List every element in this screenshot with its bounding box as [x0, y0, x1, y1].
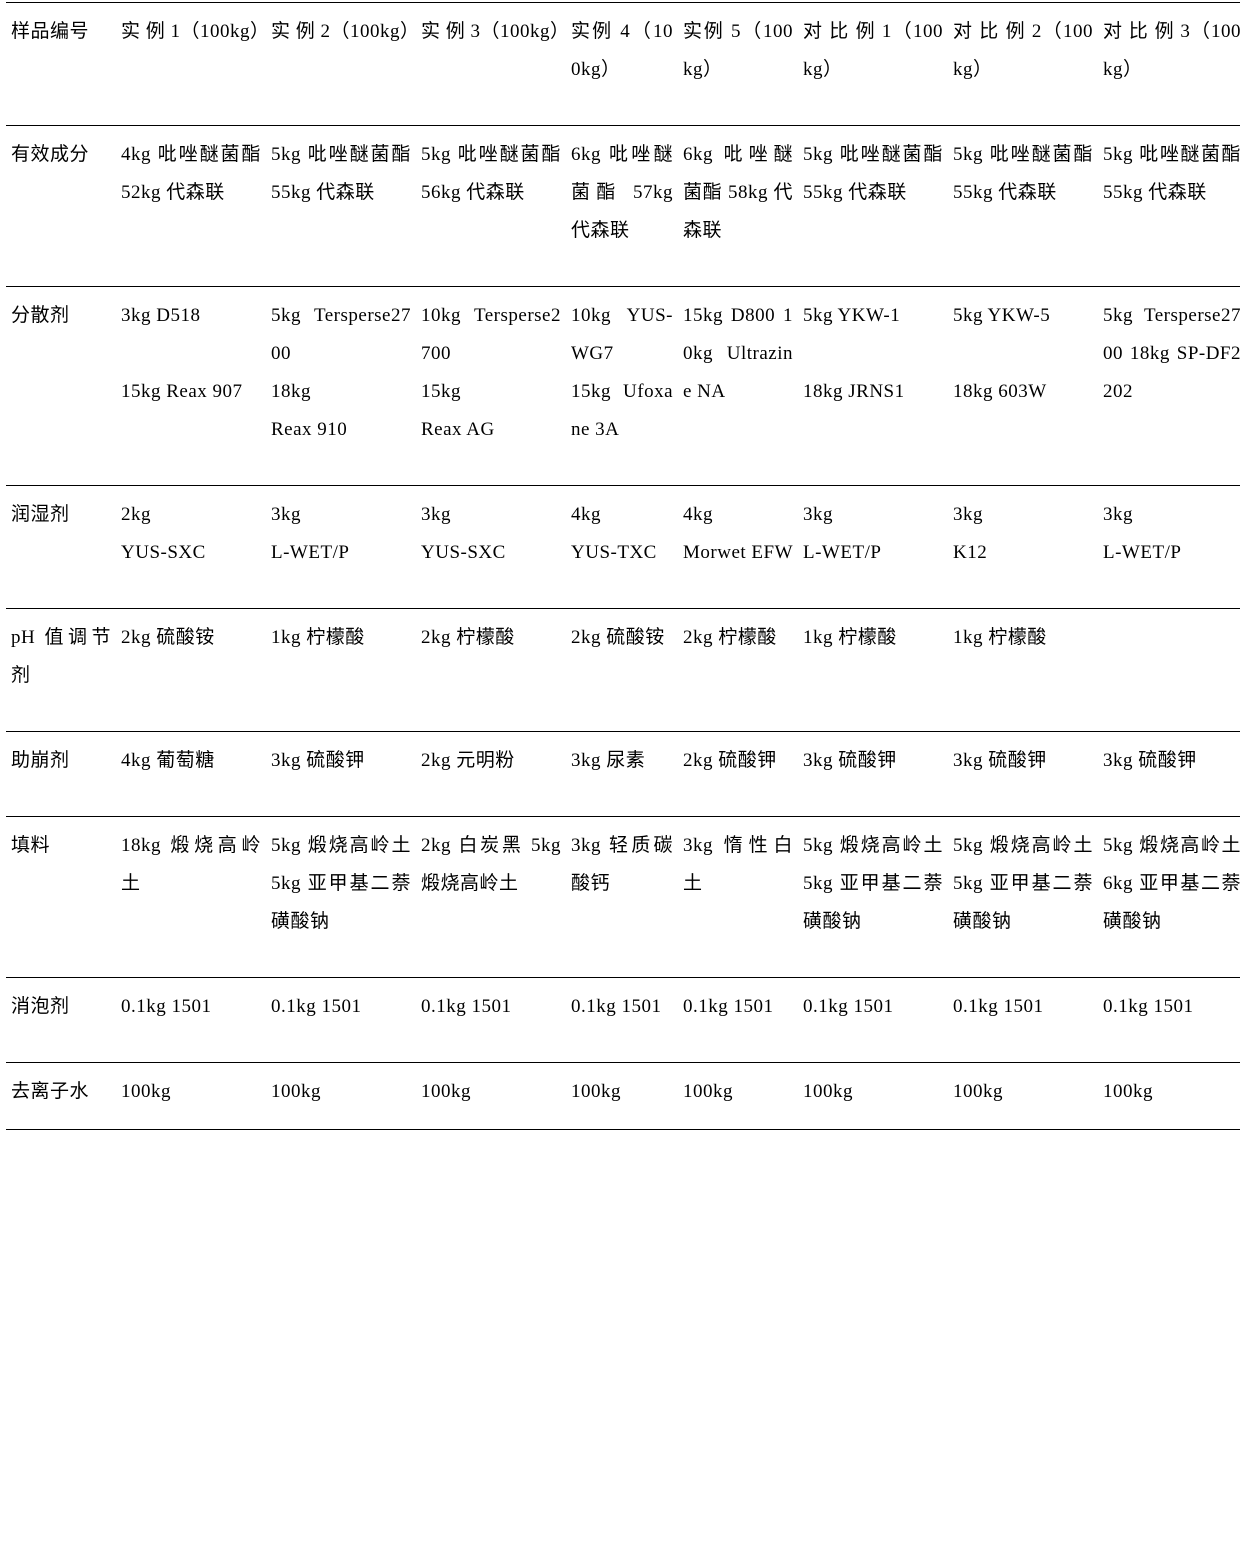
cell: 2kg 硫酸钾: [678, 732, 798, 817]
cell: 5kg 煅烧高岭土 5kg 亚甲基二萘磺酸钠: [948, 817, 1098, 978]
header-col-5: 实例 5（100kg）: [678, 3, 798, 126]
page-container: 样品编号 实 例 1（100kg） 实 例 2（100kg） 实 例 3（100…: [0, 0, 1240, 1553]
row-label: 助崩剂: [6, 732, 116, 817]
header-row-label: 样品编号: [6, 3, 116, 126]
header-col-8: 对 比 例 3（100kg）: [1098, 3, 1240, 126]
row-label: 分散剂: [6, 287, 116, 486]
cell: 100kg: [266, 1063, 416, 1130]
table-row: 分散剂 3kg D51815kg Reax 907 5kg Tersperse2…: [6, 287, 1240, 486]
cell: 5kg 吡唑醚菌酯 56kg 代森联: [416, 126, 566, 287]
cell: 3kg D51815kg Reax 907: [116, 287, 266, 486]
cell: 0.1kg 1501: [416, 978, 566, 1063]
table-row: 有效成分 4kg 吡唑醚菌酯 52kg 代森联 5kg 吡唑醚菌酯 55kg 代…: [6, 126, 1240, 287]
cell: 6kg 吡唑醚菌酯 58kg 代森联: [678, 126, 798, 287]
cell: 3kg 轻质碳酸钙: [566, 817, 678, 978]
row-label: pH 值调节剂: [6, 609, 116, 732]
cell: 0.1kg 1501: [1098, 978, 1240, 1063]
header-col-4: 实例 4（100kg）: [566, 3, 678, 126]
cell: 0.1kg 1501: [566, 978, 678, 1063]
cell: 100kg: [416, 1063, 566, 1130]
cell: 5kg Tersperse270018kgReax 910: [266, 287, 416, 486]
cell: 1kg 柠檬酸: [266, 609, 416, 732]
cell: 100kg: [116, 1063, 266, 1130]
cell: 5kg 吡唑醚菌酯 55kg 代森联: [266, 126, 416, 287]
cell: 3kgL-WET/P: [266, 486, 416, 609]
cell: 5kg 吡唑醚菌酯 55kg 代森联: [1098, 126, 1240, 287]
row-label: 有效成分: [6, 126, 116, 287]
cell: 100kg: [948, 1063, 1098, 1130]
cell: 5kg 吡唑醚菌酯 55kg 代森联: [948, 126, 1098, 287]
cell: 10kg Tersperse270015kgReax AG: [416, 287, 566, 486]
table-row: 润湿剂 2kgYUS-SXC 3kgL-WET/P 3kgYUS-SXC 4kg…: [6, 486, 1240, 609]
cell: 2kg 柠檬酸: [678, 609, 798, 732]
cell: 0.1kg 1501: [798, 978, 948, 1063]
table-header-row: 样品编号 实 例 1（100kg） 实 例 2（100kg） 实 例 3（100…: [6, 3, 1240, 126]
cell: 2kg 柠檬酸: [416, 609, 566, 732]
header-col-7: 对 比 例 2（100kg）: [948, 3, 1098, 126]
cell: 0.1kg 1501: [678, 978, 798, 1063]
cell: 5kg 煅烧高岭土 6kg 亚甲基二萘磺酸钠: [1098, 817, 1240, 978]
cell: 2kg 硫酸铵: [566, 609, 678, 732]
cell: 2kg 元明粉: [416, 732, 566, 817]
cell: 3kg 硫酸钾: [948, 732, 1098, 817]
cell: 0.1kg 1501: [948, 978, 1098, 1063]
header-col-1: 实 例 1（100kg）: [116, 3, 266, 126]
cell: 3kg 尿素: [566, 732, 678, 817]
header-col-6: 对 比 例 1（100kg）: [798, 3, 948, 126]
cell: 2kgYUS-SXC: [116, 486, 266, 609]
cell: 3kg 硫酸钾: [798, 732, 948, 817]
cell: 100kg: [678, 1063, 798, 1130]
cell: 100kg: [798, 1063, 948, 1130]
header-col-3: 实 例 3（100kg）: [416, 3, 566, 126]
row-label: 去离子水: [6, 1063, 116, 1130]
cell: 3kgL-WET/P: [1098, 486, 1240, 609]
cell: 5kg YKW-518kg 603W: [948, 287, 1098, 486]
cell: 3kg 硫酸钾: [1098, 732, 1240, 817]
cell: 3kg 硫酸钾: [266, 732, 416, 817]
cell: 0.1kg 1501: [116, 978, 266, 1063]
cell: 5kg YKW-118kg JRNS1: [798, 287, 948, 486]
table-row: 填料 18kg 煅烧高岭土 5kg 煅烧高岭土 5kg 亚甲基二萘磺酸钠 2kg…: [6, 817, 1240, 978]
cell: 3kgYUS-SXC: [416, 486, 566, 609]
table-row: pH 值调节剂 2kg 硫酸铵 1kg 柠檬酸 2kg 柠檬酸 2kg 硫酸铵 …: [6, 609, 1240, 732]
cell: [1098, 609, 1240, 732]
cell: 5kg 吡唑醚菌酯 55kg 代森联: [798, 126, 948, 287]
cell: 100kg: [1098, 1063, 1240, 1130]
cell: 2kg 硫酸铵: [116, 609, 266, 732]
row-label: 润湿剂: [6, 486, 116, 609]
table-row: 消泡剂 0.1kg 1501 0.1kg 1501 0.1kg 1501 0.1…: [6, 978, 1240, 1063]
cell: 15kg D800 10kg Ultrazine NA: [678, 287, 798, 486]
header-col-2: 实 例 2（100kg）: [266, 3, 416, 126]
formulation-table: 样品编号 实 例 1（100kg） 实 例 2（100kg） 实 例 3（100…: [6, 2, 1240, 1130]
cell: 10kg YUS-WG715kg Ufoxane 3A: [566, 287, 678, 486]
cell: 3kgK12: [948, 486, 1098, 609]
cell: 1kg 柠檬酸: [798, 609, 948, 732]
cell: 4kg 葡萄糖: [116, 732, 266, 817]
cell: 3kgL-WET/P: [798, 486, 948, 609]
cell: 5kg 煅烧高岭土 5kg 亚甲基二萘磺酸钠: [798, 817, 948, 978]
cell: 3kg 惰性白土: [678, 817, 798, 978]
cell: 0.1kg 1501: [266, 978, 416, 1063]
cell: 6kg 吡唑醚菌酯 57kg 代森联: [566, 126, 678, 287]
cell: 100kg: [566, 1063, 678, 1130]
cell: 5kg Tersperse2700 18kg SP-DF2202: [1098, 287, 1240, 486]
cell: 4kgYUS-TXC: [566, 486, 678, 609]
table-row: 去离子水 100kg 100kg 100kg 100kg 100kg 100kg…: [6, 1063, 1240, 1130]
table-row: 助崩剂 4kg 葡萄糖 3kg 硫酸钾 2kg 元明粉 3kg 尿素 2kg 硫…: [6, 732, 1240, 817]
cell: 1kg 柠檬酸: [948, 609, 1098, 732]
row-label: 填料: [6, 817, 116, 978]
cell: 4kg 吡唑醚菌酯 52kg 代森联: [116, 126, 266, 287]
cell: 2kg 白炭黑 5kg 煅烧高岭土: [416, 817, 566, 978]
row-label: 消泡剂: [6, 978, 116, 1063]
cell: 18kg 煅烧高岭土: [116, 817, 266, 978]
cell: 4kgMorwet EFW: [678, 486, 798, 609]
cell: 5kg 煅烧高岭土 5kg 亚甲基二萘磺酸钠: [266, 817, 416, 978]
